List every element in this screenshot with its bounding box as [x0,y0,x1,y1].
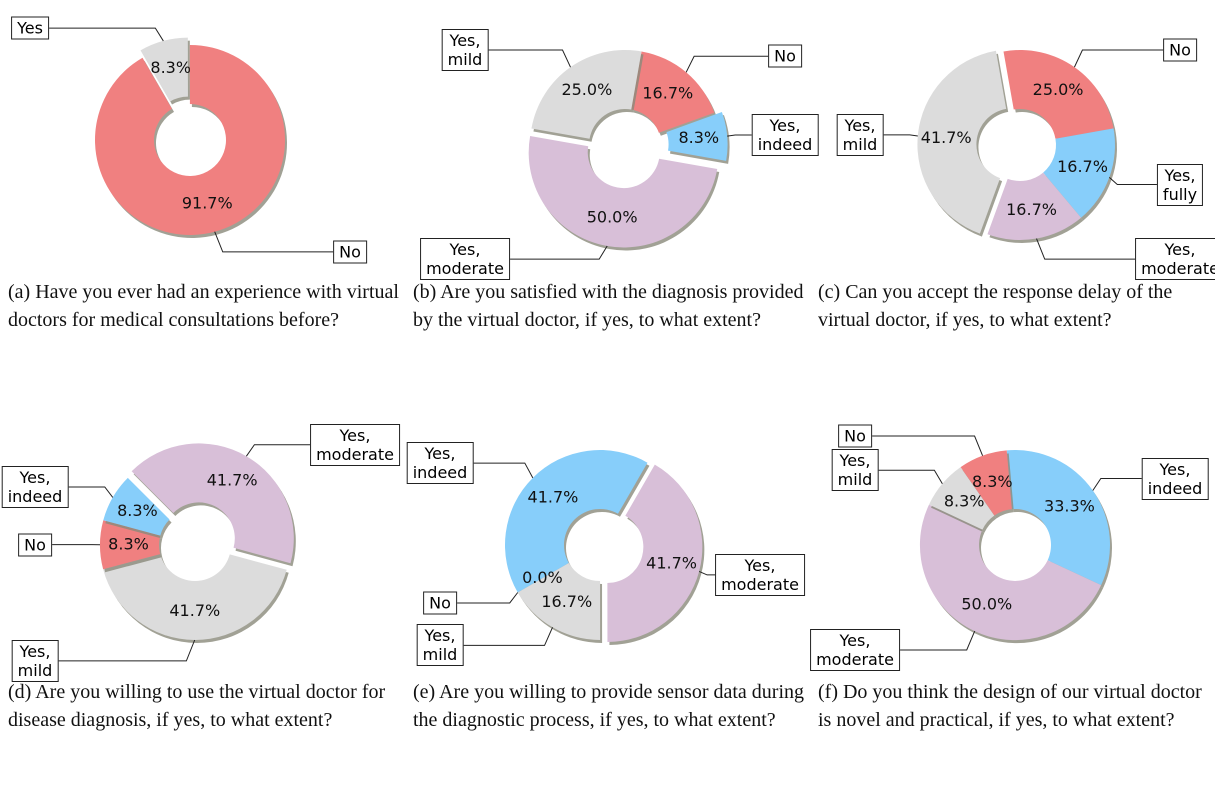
donut-chart: 25.0% 16.7% 16.7% 41.7% [860,49,1180,260]
wedge [1003,49,1114,139]
category-label: No [18,533,52,557]
category-label: Yes, indeed [406,442,474,485]
value-label: 91.7% [182,194,233,213]
category-label: Yes, mild [831,449,879,492]
value-label: 41.7% [169,601,220,620]
caption: (f) Do you think the design of our virtu… [818,681,1202,731]
category-label: Yes, mild [441,29,489,72]
category-label: Yes, moderate [310,423,400,466]
value-label: 16.7% [1057,157,1108,176]
category-label: Yes [11,16,49,40]
category-label: No [768,44,802,68]
panel: 25.0% 16.7% 16.7% 41.7% No Yes, fully Yes, mod… [810,0,1215,390]
category-label: No [423,591,457,615]
value-label: 50.0% [961,595,1012,614]
category-label: Yes, moderate [420,238,510,281]
value-label: 41.7% [921,128,972,147]
panel: 8.3% 91.7% Yes No (a) Have you ever had an e… [0,0,405,390]
donut-chart: 8.3% 91.7% [30,27,350,253]
panel: 41.7% 41.7% 16.7% 0.0% Yes, indeed Yes, moder… [405,400,810,785]
wedge [131,443,294,564]
callout-line [30,27,164,42]
category-label: Yes, indeed [1,465,69,508]
value-label: 8.3% [678,128,719,147]
panel: 16.7% 8.3% 50.0% 25.0% No Yes, indeed Yes, mod… [405,0,819,390]
value-label: 16.7% [642,84,693,103]
wedge [917,50,1007,234]
caption: (d) Are you willing to use the virtual d… [8,681,386,731]
wedge [666,112,728,161]
category-label: No [838,424,872,448]
category-label: Yes, moderate [810,628,900,671]
value-label: 25.0% [561,80,612,99]
value-label: 41.7% [646,554,697,573]
value-label: 25.0% [1033,80,1084,99]
panel: 33.3% 50.0% 8.3% 8.3% Yes, indeed Yes, modera… [810,400,1215,785]
wedge [504,449,648,593]
wedge [103,554,287,641]
callout-line [1073,49,1180,68]
value-label: 41.7% [207,470,258,489]
wedge [631,51,715,133]
caption: (e) Are you willing to provide sensor da… [413,681,805,731]
wedge [517,563,601,641]
wedge [140,37,188,102]
category-label: Yes, moderate [715,553,805,596]
wedge [1006,449,1111,586]
callout-line [1036,238,1180,260]
category-label: Yes, indeed [751,114,819,157]
donut-chart: 33.3% 50.0% 8.3%8.3% [855,435,1175,651]
caption: (c) Can you accept the response delay of… [818,281,1173,331]
callout-line [35,639,196,662]
donut-chart: 16.7% 8.3% 50.0% 25.0% [465,49,785,260]
value-label: 41.7% [528,487,579,506]
wedge [531,49,642,139]
value-label: 8.3% [108,534,149,553]
value-label: 8.3% [972,472,1013,491]
wedge [95,44,286,235]
value-label: 50.0% [587,207,638,226]
value-label: 0.0% [522,568,563,587]
value-label: 16.7% [541,592,592,611]
value-label: 33.3% [1044,496,1095,515]
category-label: Yes, mild [416,624,464,667]
category-label: Yes, fully [1156,163,1204,206]
value-label: 8.3% [944,492,985,511]
donut-chart: 41.7% 41.7% 16.7% 0.0% [440,449,760,646]
value-label: 16.7% [1006,200,1057,219]
category-label: No [1163,38,1197,62]
callout-line [440,592,519,604]
wedge [1043,128,1115,218]
callout-line [855,469,943,485]
category-label: Yes, indeed [1141,457,1209,500]
value-label: 8.3% [117,501,158,520]
category-label: No [333,240,367,264]
panel: 41.7% 41.7% 8.3% 8.3% Yes, moderate Yes, mild… [0,400,405,785]
callout-line [855,435,984,456]
donut-chart: 41.7% 41.7% 8.3% 8.3% [35,443,355,662]
wedge [607,464,703,642]
callout-line [685,55,785,73]
callout-line [440,627,554,646]
category-label: Yes, mild [836,113,884,156]
value-label: 8.3% [150,58,191,77]
caption: (a) Have you ever had an experience with… [8,281,399,331]
callout-line [465,49,571,68]
wedge [528,135,718,248]
wedge [987,172,1082,240]
wedge [103,477,170,536]
wedge [960,450,1012,516]
wedge [929,467,995,530]
category-label: Yes, moderate [1135,238,1215,281]
caption: (b) Are you satisfied with the diagnosis… [413,281,804,331]
category-label: Yes, mild [11,639,59,682]
callout-line [214,231,350,253]
wedge [919,504,1102,641]
